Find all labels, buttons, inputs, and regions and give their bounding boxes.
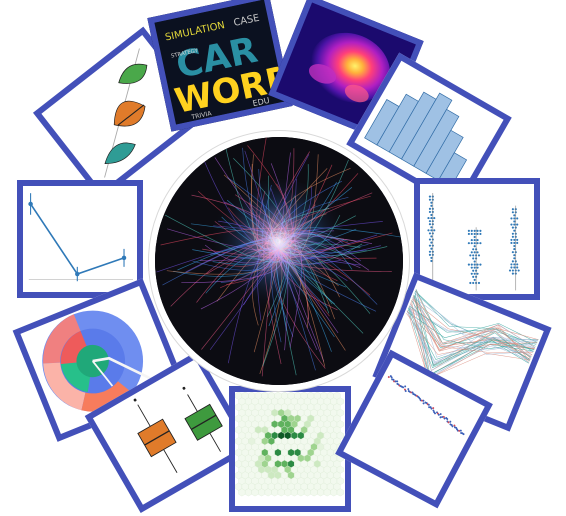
word-edu: EDU xyxy=(252,96,271,108)
scatter-line-icon xyxy=(387,375,465,436)
parallel-coordinates-icon xyxy=(406,289,539,381)
word-cloud-tile: SIMULATION CASE CAR WORD STRATEGY TRIVIA… xyxy=(147,0,293,132)
hexbin-icon xyxy=(235,392,344,497)
violin-plot-icon xyxy=(104,48,148,178)
scatter-line-tile xyxy=(335,349,493,509)
parallel-coordinates-tile xyxy=(372,272,552,432)
line-plot-tile xyxy=(17,180,143,298)
line-plot-icon xyxy=(28,193,133,282)
sunburst-tile xyxy=(12,278,188,442)
histogram-tile xyxy=(346,52,512,210)
box-plot-icon xyxy=(133,386,223,473)
word-trivia: TRIVIA xyxy=(190,110,213,121)
strip-plot-tile xyxy=(414,178,540,300)
word-strategy: STRATEGY xyxy=(171,48,200,60)
word-case: CASE xyxy=(233,13,261,29)
strip-plot-icon xyxy=(427,193,520,291)
network-bundle-visual xyxy=(155,137,403,385)
histogram-icon xyxy=(364,91,468,189)
network-bundle-icon xyxy=(155,137,403,385)
word-cloud-icon: SIMULATION CASE CAR WORD STRATEGY TRIVIA… xyxy=(154,0,286,125)
violin-plot-tile xyxy=(32,26,212,200)
sunburst-icon xyxy=(42,310,156,412)
box-plot-tile xyxy=(84,351,254,513)
hexbin-tile xyxy=(229,386,351,512)
